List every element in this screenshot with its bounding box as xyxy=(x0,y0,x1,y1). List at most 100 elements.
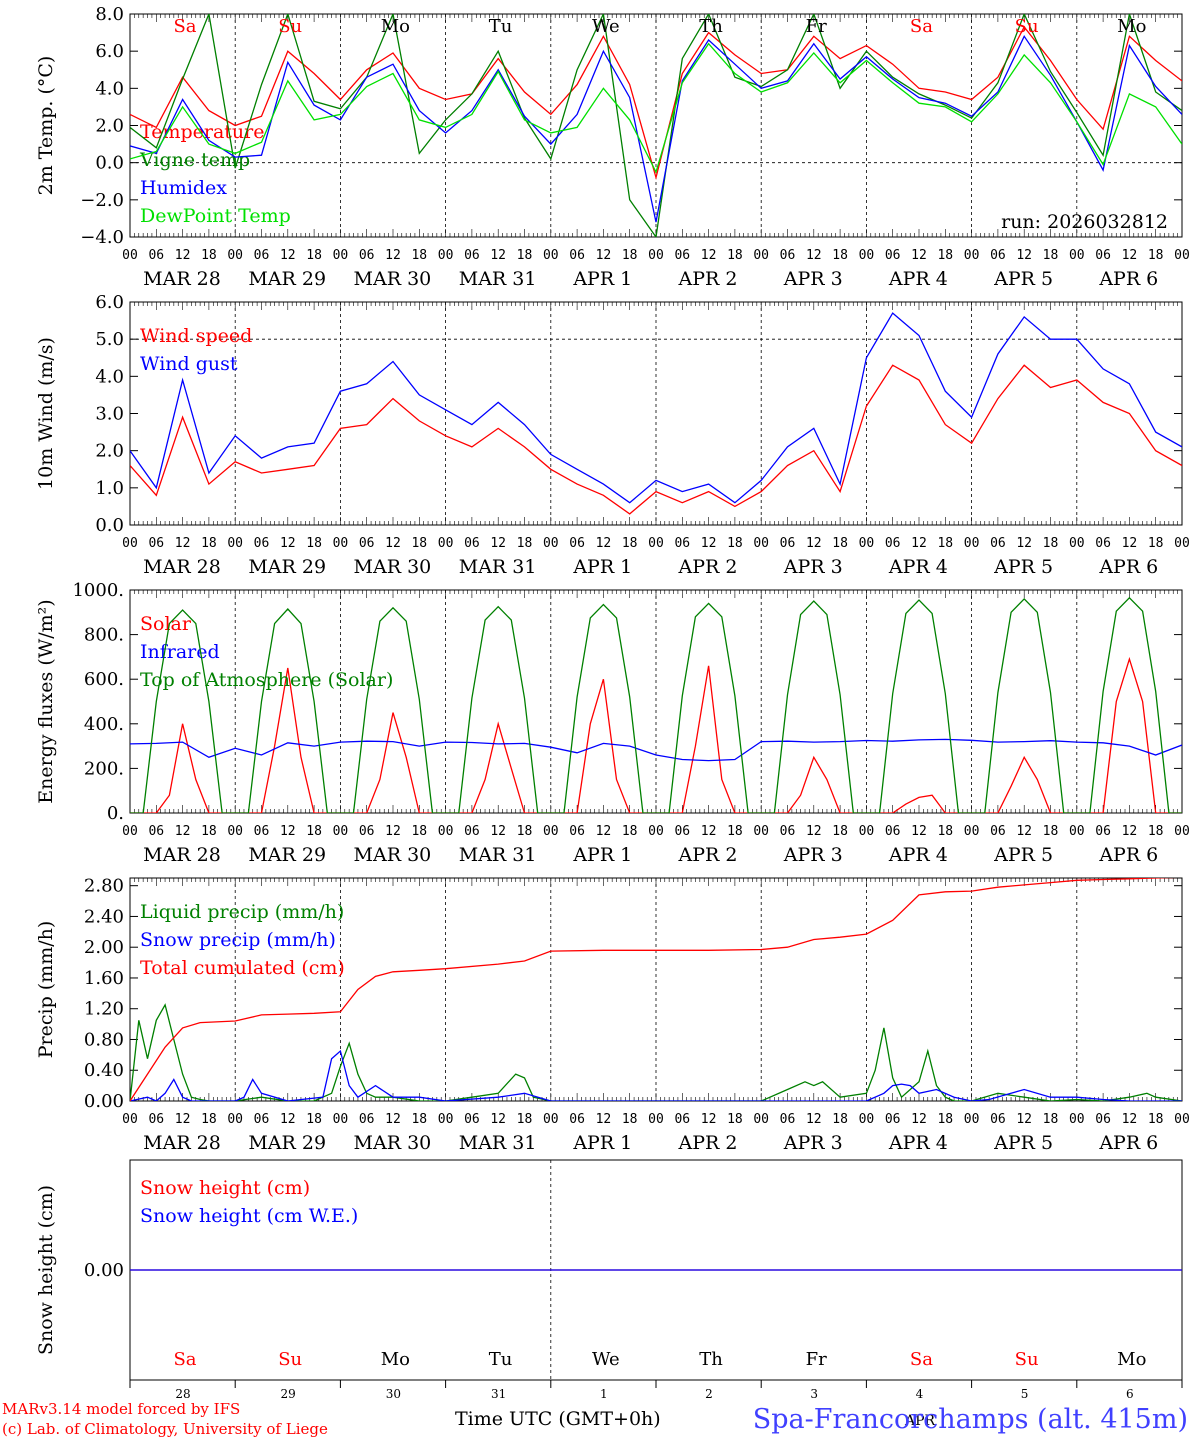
hour-tick-label: 12 xyxy=(175,248,191,263)
hour-tick-label: 06 xyxy=(254,1112,270,1127)
hour-tick-label: 00 xyxy=(438,1112,454,1127)
hour-tick-label: 18 xyxy=(622,536,638,551)
weekday-label-bottom: Sa xyxy=(173,1349,196,1370)
series-line-infrared xyxy=(130,738,1182,762)
legend-entry: Solar xyxy=(140,613,192,635)
y-tick-label: 2.40 xyxy=(84,906,124,927)
footer-lab-line: (c) Lab. of Climatology, University of L… xyxy=(2,1420,328,1438)
day-label: MAR 28 xyxy=(143,1132,221,1154)
hour-tick-label: 06 xyxy=(1095,1112,1111,1127)
hour-tick-label: 00 xyxy=(1069,536,1085,551)
hour-tick-label: 12 xyxy=(596,248,612,263)
day-label: APR 2 xyxy=(678,268,738,290)
legend-entry: DewPoint Temp xyxy=(140,205,291,227)
day-label: MAR 28 xyxy=(143,844,221,866)
hour-tick-label: 00 xyxy=(227,248,243,263)
hour-tick-label: 00 xyxy=(543,1112,559,1127)
hour-tick-label: 12 xyxy=(280,1112,296,1127)
hour-tick-label: 12 xyxy=(385,1112,401,1127)
hour-tick-label: 00 xyxy=(1069,248,1085,263)
legend-entry: Temperature xyxy=(140,121,264,143)
day-number-label: 31 xyxy=(491,1387,506,1401)
day-number-label: 28 xyxy=(175,1387,190,1401)
series-line-dewpoint-temp xyxy=(130,42,1182,174)
day-label: MAR 31 xyxy=(459,556,537,578)
time-axis-label: Time UTC (GMT+0h) xyxy=(455,1408,661,1430)
hour-tick-label: 18 xyxy=(727,824,743,839)
hour-tick-label: 12 xyxy=(806,536,822,551)
series-line-total-cumulated-cm- xyxy=(130,878,1178,1101)
day-label: MAR 30 xyxy=(354,844,432,866)
panel-snow: 0.00 Snow height (cm) Snow height (cm) Snow… xyxy=(35,1159,1183,1381)
hour-tick-label: 06 xyxy=(780,536,796,551)
run-label: run: 2026032812 xyxy=(1001,211,1168,233)
weekday-label-bottom: Su xyxy=(1015,1349,1039,1370)
hour-tick-label: 06 xyxy=(359,824,375,839)
weekday-label-bottom: Fr xyxy=(806,1349,827,1370)
y-tick-label: 0.0 xyxy=(95,515,124,536)
month-label: APR xyxy=(904,1413,936,1429)
hour-tick-label: 12 xyxy=(701,536,717,551)
hour-tick-label: 18 xyxy=(1043,824,1059,839)
panel-energy: 0. 200. 400. 600. 800. 1000. Energy fluxes (W/… xyxy=(35,580,1190,866)
hour-tick-label: 18 xyxy=(517,536,533,551)
y-tick-label: 6.0 xyxy=(95,292,124,313)
hour-tick-label: 00 xyxy=(438,824,454,839)
hour-tick-label: 06 xyxy=(674,248,690,263)
hour-tick-label: 00 xyxy=(543,248,559,263)
hour-tick-label: 12 xyxy=(1016,1112,1032,1127)
day-label: APR 3 xyxy=(783,844,843,866)
y-tick-label: 800. xyxy=(84,625,124,646)
hour-tick-label: 00 xyxy=(122,536,138,551)
hour-tick-label: 00 xyxy=(122,1112,138,1127)
hour-tick-label: 06 xyxy=(1095,536,1111,551)
hour-tick-label: 12 xyxy=(490,1112,506,1127)
legend-entry: Top of Atmosphere (Solar) xyxy=(140,669,393,691)
y-tick-label: 1.60 xyxy=(84,968,124,989)
day-label: APR 3 xyxy=(783,556,843,578)
hour-tick-label: 12 xyxy=(1122,248,1138,263)
y-tick-label: 1.20 xyxy=(84,999,124,1020)
hour-tick-label: 06 xyxy=(359,1112,375,1127)
y-tick-label: 6.0 xyxy=(95,41,124,62)
hour-tick-label: 00 xyxy=(753,536,769,551)
legend-entry: Snow precip (mm/h) xyxy=(140,929,336,951)
day-label: MAR 30 xyxy=(354,556,432,578)
y-tick-label: 4.0 xyxy=(95,366,124,387)
hour-tick-label: 06 xyxy=(148,248,164,263)
hour-tick-label: 06 xyxy=(885,824,901,839)
legend-entry: Liquid precip (mm/h) xyxy=(140,901,344,923)
hour-tick-label: 12 xyxy=(596,536,612,551)
hour-tick-label: 18 xyxy=(727,248,743,263)
day-label: APR 1 xyxy=(572,844,632,866)
hour-tick-label: 12 xyxy=(596,824,612,839)
weekday-label-bottom: Su xyxy=(278,1349,302,1370)
day-label: MAR 30 xyxy=(354,268,432,290)
weekday-label-top: Mo xyxy=(1117,16,1146,37)
hour-tick-label: 18 xyxy=(201,248,217,263)
hour-tick-label: 18 xyxy=(411,248,427,263)
hour-tick-label: 12 xyxy=(385,248,401,263)
hour-tick-label: 00 xyxy=(543,824,559,839)
hour-tick-label: 00 xyxy=(964,1112,980,1127)
hour-tick-label: 06 xyxy=(148,536,164,551)
hour-tick-label: 18 xyxy=(201,824,217,839)
day-label: MAR 31 xyxy=(459,268,537,290)
y-axis-label: 2m Temp. (°C) xyxy=(35,56,57,196)
weekday-label-top: Fr xyxy=(806,16,827,37)
hour-tick-label: 06 xyxy=(569,248,585,263)
hour-tick-label: 00 xyxy=(964,536,980,551)
weekday-label-bottom: Tu xyxy=(489,1349,513,1370)
hour-tick-label: 18 xyxy=(1148,824,1164,839)
hour-tick-label: 18 xyxy=(937,824,953,839)
legend-entry: Total cumulated (cm) xyxy=(140,957,345,979)
hour-tick-label: 00 xyxy=(753,824,769,839)
hour-tick-label: 18 xyxy=(517,1112,533,1127)
hour-tick-label: 12 xyxy=(1122,536,1138,551)
hour-tick-label: 06 xyxy=(1095,824,1111,839)
hour-tick-label: 06 xyxy=(359,536,375,551)
hour-tick-label: 18 xyxy=(622,1112,638,1127)
hour-tick-label: 06 xyxy=(254,824,270,839)
hour-tick-label: 06 xyxy=(885,1112,901,1127)
